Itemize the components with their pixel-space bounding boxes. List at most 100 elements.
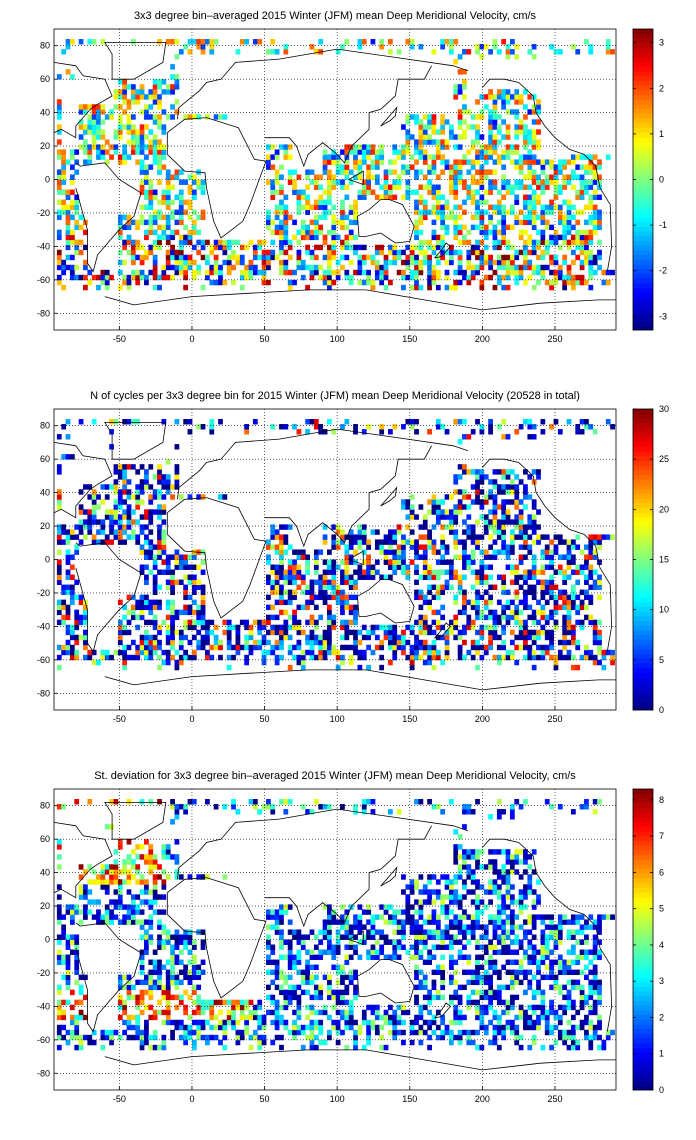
data-cell	[257, 999, 263, 1006]
data-cell	[144, 124, 149, 130]
data-cell	[388, 629, 393, 636]
data-cell	[527, 174, 533, 180]
data-cell	[488, 204, 493, 210]
data-cell	[144, 114, 149, 120]
data-cell	[435, 509, 441, 515]
data-cell	[427, 499, 432, 505]
data-cell	[357, 259, 363, 266]
data-cell	[518, 169, 524, 175]
data-cell	[78, 1039, 84, 1046]
data-cell	[453, 159, 459, 165]
data-cell	[396, 634, 402, 641]
data-cell	[305, 234, 310, 241]
data-cell	[544, 619, 550, 626]
data-cell	[305, 284, 310, 291]
data-cell	[509, 649, 515, 656]
data-cell	[322, 1009, 328, 1016]
data-cell	[588, 1034, 594, 1041]
data-cell	[100, 1034, 106, 1041]
data-cell	[130, 509, 136, 515]
data-cell	[144, 579, 149, 585]
data-cell	[579, 999, 585, 1006]
data-cell	[135, 484, 141, 490]
data-cell	[56, 524, 62, 530]
data-cell	[366, 279, 371, 286]
data-cell	[418, 594, 424, 601]
data-cell	[130, 1024, 136, 1031]
data-cell	[161, 519, 167, 525]
data-cell	[409, 504, 415, 510]
data-cell	[83, 609, 88, 616]
data-cell	[523, 264, 528, 271]
data-cell	[501, 134, 507, 140]
data-cell	[475, 249, 480, 256]
data-cell	[374, 1014, 380, 1021]
data-cell	[161, 229, 167, 236]
data-cell	[353, 539, 358, 545]
data-cell	[414, 279, 419, 286]
data-cell	[300, 604, 306, 611]
data-cell	[544, 279, 550, 286]
data-cell	[152, 99, 158, 105]
data-cell	[357, 664, 363, 671]
data-cell	[287, 574, 293, 580]
data-cell	[266, 214, 271, 221]
data-cell	[597, 559, 602, 565]
data-cell	[492, 234, 498, 241]
data-cell	[104, 284, 110, 291]
data-cell	[83, 484, 88, 490]
data-cell	[122, 1029, 128, 1036]
data-cell	[466, 184, 472, 190]
colorbar-segment	[633, 47, 653, 53]
data-cell	[144, 534, 149, 540]
data-cell	[462, 549, 467, 555]
data-cell	[161, 154, 167, 160]
data-cell	[279, 259, 284, 266]
data-cell	[165, 479, 171, 485]
data-cell	[427, 134, 432, 140]
data-cell	[501, 504, 507, 510]
data-cell	[540, 609, 546, 616]
data-cell	[431, 544, 437, 550]
data-cell	[209, 269, 215, 276]
data-cell	[353, 159, 358, 165]
data-cell	[69, 529, 75, 535]
data-cell	[144, 194, 149, 200]
data-cell	[170, 199, 175, 205]
data-cell	[422, 569, 428, 575]
data-cell	[462, 599, 467, 606]
data-cell	[422, 649, 428, 656]
data-cell	[514, 589, 520, 596]
colorbar-tick-label: 20	[659, 504, 669, 514]
data-cell	[457, 574, 463, 580]
data-cell	[597, 239, 602, 246]
data-cell	[335, 154, 341, 160]
data-cell	[191, 1044, 197, 1051]
data-cell	[126, 124, 132, 130]
data-cell	[292, 619, 297, 626]
data-cell	[161, 144, 167, 150]
data-cell	[540, 1004, 546, 1011]
data-cell	[126, 479, 132, 485]
data-cell	[174, 209, 180, 216]
data-cell	[427, 169, 432, 175]
data-cell	[570, 599, 576, 606]
data-cell	[353, 649, 358, 656]
data-cell	[557, 49, 563, 55]
data-cell	[383, 1044, 389, 1051]
data-cell	[597, 249, 602, 256]
data-cell	[170, 574, 175, 580]
data-cell	[453, 169, 459, 175]
data-cell	[187, 604, 193, 611]
data-cell	[279, 984, 284, 991]
data-cell	[174, 229, 180, 236]
data-cell	[492, 514, 498, 520]
data-cell	[353, 634, 358, 641]
data-cell	[327, 269, 332, 276]
data-cell	[549, 559, 554, 565]
data-cell	[56, 179, 62, 185]
data-cell	[287, 644, 293, 651]
data-cell	[366, 564, 371, 570]
data-cell	[488, 639, 493, 646]
data-cell	[348, 534, 354, 540]
